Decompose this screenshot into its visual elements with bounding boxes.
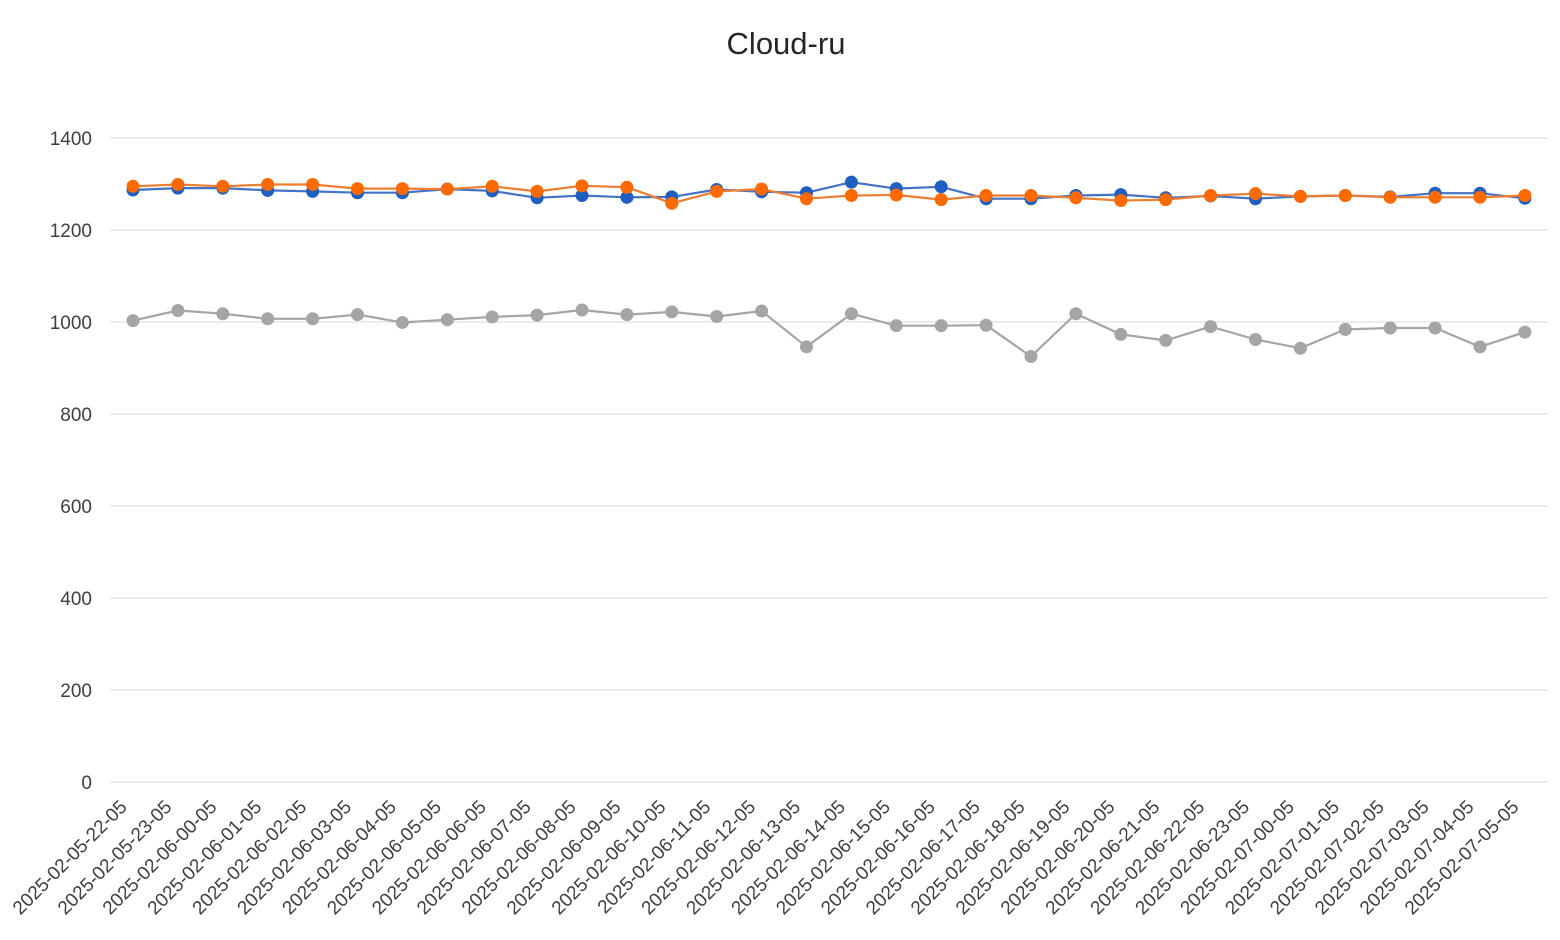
series-3-point: [1204, 320, 1218, 334]
series-2-point: [530, 184, 544, 198]
series-3-point: [1024, 350, 1038, 363]
y-tick-label: 1200: [50, 221, 92, 242]
series-3-point: [710, 309, 724, 323]
series-3-point: [1249, 332, 1262, 346]
series-3-point: [261, 312, 275, 326]
series-2-point: [1159, 193, 1173, 207]
series-2-point: [575, 179, 589, 193]
y-tick-label: 1400: [50, 129, 92, 150]
series-2-point: [665, 196, 679, 210]
series-3-point: [889, 319, 903, 333]
series-2-point: [1428, 190, 1442, 204]
series-2-point: [1024, 189, 1038, 202]
series-2-point: [1249, 187, 1262, 201]
y-tick-label: 0: [81, 773, 92, 794]
series-3-point: [216, 307, 230, 321]
y-tick-label: 1000: [50, 313, 92, 334]
y-tick-label: 800: [60, 405, 92, 426]
series-2-point: [620, 180, 634, 194]
chart-title: Cloud-ru: [726, 26, 846, 61]
series-3-point: [1293, 341, 1307, 355]
series-3-point: [1069, 307, 1083, 321]
series-3-point: [395, 315, 409, 329]
series-3-point: [485, 310, 499, 324]
series-3-point: [665, 305, 679, 319]
series-2-point: [306, 177, 320, 191]
series-1-point: [934, 180, 948, 194]
series-3-point: [844, 307, 858, 321]
series-2-point: [395, 182, 409, 196]
series-2-point: [934, 193, 948, 207]
series-3-point: [306, 312, 320, 326]
series-2-point: [1518, 189, 1532, 202]
series-2-point: [979, 189, 993, 202]
series-2-point: [1473, 190, 1487, 204]
series-2-point: [216, 179, 230, 193]
series-3-point: [1114, 327, 1128, 341]
series-2-point: [1069, 191, 1083, 205]
series-2-point: [1383, 190, 1397, 204]
series-2-point: [889, 188, 903, 202]
series-2-point: [844, 189, 858, 202]
series-3-point: [620, 308, 634, 322]
series-1-point: [575, 189, 589, 202]
series-2-point: [171, 177, 185, 191]
y-tick-label: 600: [60, 497, 92, 518]
series-line-3: [132, 308, 1526, 358]
series-3-point: [934, 319, 948, 333]
series-2-point: [1204, 189, 1218, 202]
series-2-point: [440, 182, 454, 196]
series-1-point: [844, 175, 858, 189]
series-2-point: [1293, 189, 1307, 203]
series-2-point: [261, 177, 275, 191]
series-2-point: [351, 182, 364, 196]
series-3-point: [530, 308, 544, 322]
series-3-point: [1383, 321, 1397, 335]
series-3-point: [1428, 321, 1442, 335]
series-3-point: [1159, 333, 1173, 347]
series-3-point: [979, 318, 993, 332]
series-2-point: [1114, 194, 1128, 208]
series-2-point: [800, 192, 813, 206]
series-3-point: [126, 314, 140, 328]
series-3-point: [440, 313, 454, 327]
series-3-point: [1473, 340, 1487, 354]
series-3-point: [755, 304, 769, 318]
series-2-point: [126, 179, 140, 193]
series-1-point: [620, 190, 634, 204]
series-3-point: [1518, 325, 1532, 339]
series-3-point: [1338, 322, 1352, 336]
series-2-point: [1338, 189, 1352, 202]
series-2-point: [755, 182, 769, 196]
series-line-2: [132, 183, 1525, 205]
y-tick-label: 200: [60, 681, 92, 702]
series-3-point: [171, 304, 185, 317]
y-tick-label: 400: [60, 589, 92, 610]
series-3-point: [575, 303, 589, 317]
series-3-point: [800, 340, 813, 354]
series-2-point: [710, 184, 724, 198]
series-3-point: [351, 308, 364, 322]
series-2-point: [485, 179, 499, 193]
